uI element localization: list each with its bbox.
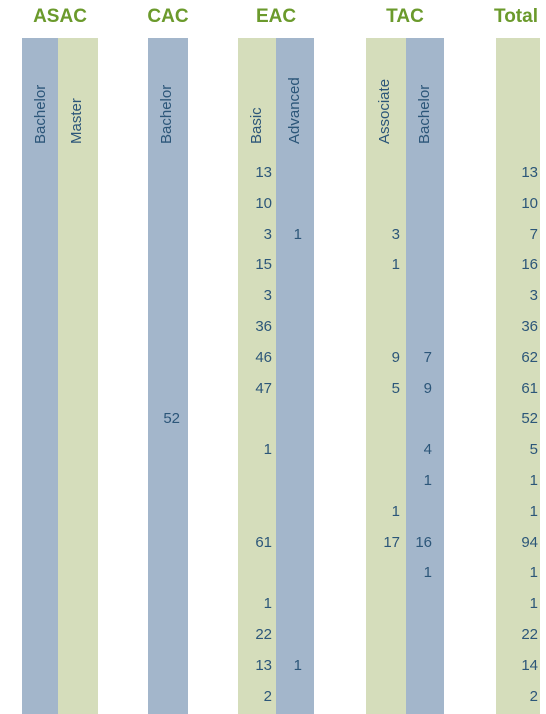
table-cell: 17 xyxy=(383,533,400,551)
table-cell: 1 xyxy=(423,472,432,489)
table-cell: 1 xyxy=(529,502,538,520)
table-cell: 1 xyxy=(263,441,272,459)
table-cell: 1 xyxy=(263,595,272,613)
table-cell: 61 xyxy=(521,379,538,397)
table-cell: 36 xyxy=(255,318,272,335)
table-cell: 1 xyxy=(391,256,400,274)
table-cell: 3 xyxy=(263,225,272,243)
group-header: Total xyxy=(494,6,538,27)
table-cell: 22 xyxy=(521,626,538,643)
table-cell: 47 xyxy=(255,379,272,397)
column-strip xyxy=(22,38,58,714)
table-cell: 13 xyxy=(255,656,272,674)
table-cell: 1 xyxy=(529,564,538,582)
column-strip xyxy=(496,38,540,714)
table-cell: 13 xyxy=(521,164,538,181)
group-header: CAC xyxy=(147,6,189,27)
table-cell: 52 xyxy=(521,410,538,428)
column-strip xyxy=(406,38,444,714)
table-cell: 5 xyxy=(391,379,400,397)
table-cell: 3 xyxy=(529,287,538,305)
column-header: Bachelor xyxy=(158,84,175,144)
table-cell: 10 xyxy=(521,194,538,212)
group-header: ASAC xyxy=(33,6,87,27)
table-cell: 7 xyxy=(423,348,432,366)
column-strip xyxy=(58,38,98,714)
table-cell: 1 xyxy=(529,595,538,613)
table-cell: 13 xyxy=(255,164,272,181)
table-cell: 3 xyxy=(263,287,272,305)
table-cell: 62 xyxy=(521,348,538,366)
column-header: Associate xyxy=(376,78,393,144)
table-cell: 36 xyxy=(521,318,538,335)
table-cell: 1 xyxy=(423,564,432,582)
table-cell: 94 xyxy=(521,533,538,551)
group-header: EAC xyxy=(255,6,297,27)
table-cell: 16 xyxy=(415,533,432,551)
group-header: TAC xyxy=(386,6,424,27)
table-cell: 3 xyxy=(391,225,400,243)
table-cell: 1 xyxy=(293,225,302,243)
column-strip xyxy=(276,38,314,714)
column-header: Master xyxy=(68,98,85,144)
table-cell: 46 xyxy=(255,348,272,366)
column-header: Bachelor xyxy=(416,84,433,144)
table-cell: 1 xyxy=(529,472,538,489)
table-cell: 4 xyxy=(423,441,432,459)
table-cell: 16 xyxy=(521,256,538,274)
table-cell: 9 xyxy=(391,348,400,366)
table-cell: 15 xyxy=(255,256,272,274)
column-header: Advanced xyxy=(286,77,303,144)
table-cell: 5 xyxy=(529,441,538,459)
table-cell: 14 xyxy=(521,656,538,674)
column-header: Basic xyxy=(248,107,265,144)
table-cell: 7 xyxy=(529,225,538,243)
table-cell: 2 xyxy=(263,687,272,705)
table-cell: 22 xyxy=(255,626,272,643)
table-cell: 10 xyxy=(255,194,272,212)
column-strip xyxy=(238,38,276,714)
column-strip xyxy=(366,38,406,714)
column-strip xyxy=(148,38,188,714)
table-cell: 2 xyxy=(529,687,538,705)
table-cell: 61 xyxy=(255,533,272,551)
table-cell: 9 xyxy=(423,379,432,397)
table-cell: 52 xyxy=(163,410,180,428)
table-cell: 1 xyxy=(293,656,302,674)
table-cell: 1 xyxy=(391,502,400,520)
column-header: Bachelor xyxy=(32,84,49,144)
